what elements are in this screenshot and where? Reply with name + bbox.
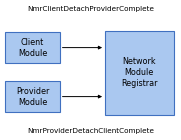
FancyBboxPatch shape — [5, 32, 60, 63]
Text: Network
Module
Registrar: Network Module Registrar — [121, 57, 158, 88]
Text: Provider
Module: Provider Module — [16, 87, 49, 107]
Text: NmrClientDetachProviderComplete: NmrClientDetachProviderComplete — [27, 6, 154, 12]
FancyBboxPatch shape — [105, 31, 174, 115]
FancyBboxPatch shape — [5, 81, 60, 112]
Text: NmrProviderDetachClientComplete: NmrProviderDetachClientComplete — [27, 128, 154, 134]
Text: Client
Module: Client Module — [18, 38, 47, 58]
